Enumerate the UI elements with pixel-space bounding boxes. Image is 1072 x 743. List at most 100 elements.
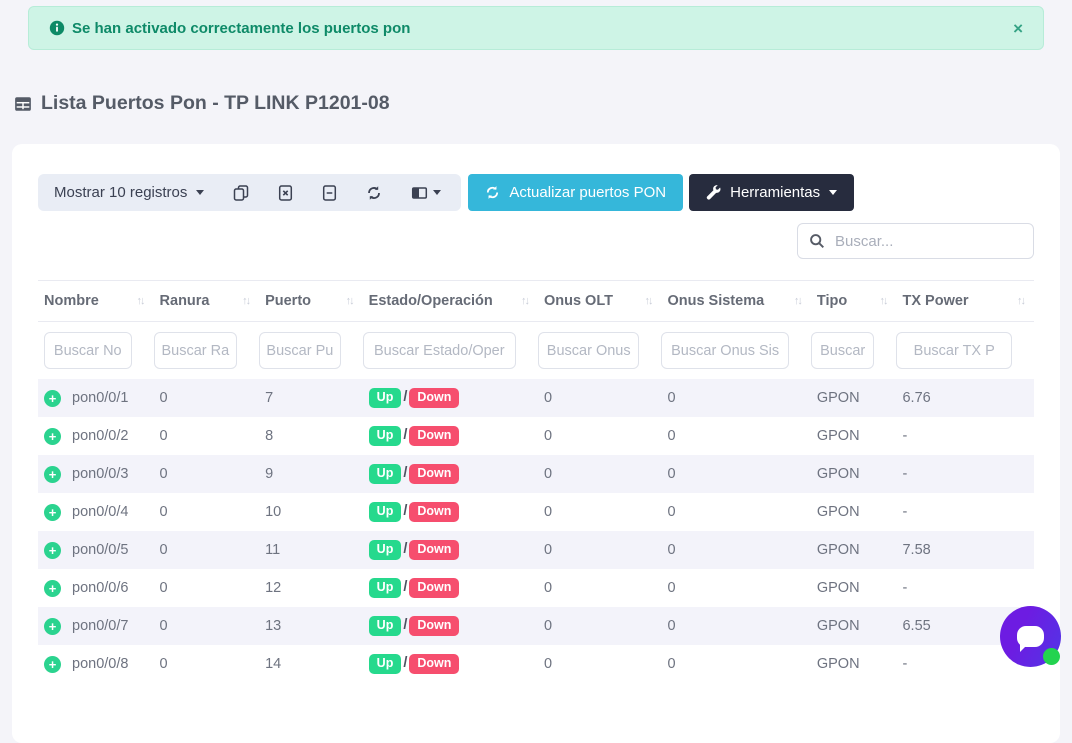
estado-up-badge[interactable]: Up: [368, 615, 402, 637]
ranura-value: 0: [159, 466, 168, 482]
actualizar-puertos-pon-button[interactable]: Actualizar puertos PON: [468, 174, 684, 211]
puerto-value: 11: [265, 542, 281, 558]
column-filter-input-6[interactable]: [661, 332, 789, 369]
column-filter-input-2[interactable]: [153, 332, 238, 369]
badge-separator: /: [403, 503, 408, 520]
filter-cell: [362, 322, 538, 380]
column-header-7[interactable]: Tipo ↑↓: [810, 280, 897, 322]
estado-up-badge[interactable]: Up: [368, 539, 402, 561]
badge-separator: /: [403, 427, 408, 444]
expand-row-icon[interactable]: +: [44, 465, 61, 483]
port-name: pon0/0/6: [72, 580, 129, 596]
port-name: pon0/0/5: [72, 542, 129, 558]
onus-olt-value: 0: [543, 428, 553, 444]
column-label: TX Power: [902, 293, 969, 309]
file-icon[interactable]: [322, 184, 337, 201]
tipo-value: GPON: [816, 656, 860, 672]
sort-icon[interactable]: ↑↓: [793, 295, 803, 307]
column-header-5[interactable]: Onus OLT ↑↓: [537, 280, 662, 322]
column-filter-input-1[interactable]: [44, 332, 132, 369]
estado-down-badge[interactable]: Down: [409, 425, 460, 447]
estado-down-badge[interactable]: Down: [409, 615, 460, 637]
table-icon: [14, 95, 32, 113]
refresh-icon[interactable]: [366, 185, 382, 201]
tipo-value: GPON: [816, 542, 860, 558]
chat-widget-button[interactable]: [1000, 606, 1061, 667]
expand-row-icon[interactable]: +: [44, 655, 61, 673]
refresh-icon: [487, 186, 499, 199]
alert-close-button[interactable]: ×: [1013, 18, 1023, 38]
column-filter-input-4[interactable]: [362, 332, 516, 369]
estado-down-badge[interactable]: Down: [409, 463, 460, 485]
puerto-value: 8: [265, 428, 274, 444]
sort-icon[interactable]: ↑↓: [879, 295, 888, 307]
filter-cell: [810, 322, 897, 380]
expand-row-icon[interactable]: +: [44, 579, 61, 597]
expand-row-icon[interactable]: +: [44, 503, 61, 521]
port-name: pon0/0/4: [72, 504, 129, 520]
tx-power-value: 7.58: [902, 542, 931, 558]
info-circle-icon: [49, 20, 65, 36]
estado-up-badge[interactable]: Up: [368, 653, 402, 675]
chevron-down-icon: [196, 190, 205, 195]
entries-length-label: Mostrar 10 registros: [54, 184, 188, 201]
estado-down-badge[interactable]: Down: [409, 501, 460, 523]
expand-row-icon[interactable]: +: [44, 617, 61, 635]
estado-up-badge[interactable]: Up: [368, 387, 402, 409]
tx-power-value: 6.76: [902, 390, 931, 406]
column-header-3[interactable]: Puerto ↑↓: [259, 280, 363, 322]
tx-power-value: 6.55: [902, 618, 931, 634]
filter-cell: [896, 322, 1034, 380]
puerto-value: 12: [265, 580, 282, 596]
column-visibility-icon[interactable]: [411, 185, 442, 201]
column-header-6[interactable]: Onus Sistema ↑↓: [661, 280, 811, 322]
ranura-value: 0: [159, 618, 168, 634]
column-header-1[interactable]: Nombre ↑↓: [38, 280, 154, 322]
column-header-4[interactable]: Estado/Operación ↑↓: [362, 280, 538, 322]
estado-up-badge[interactable]: Up: [368, 425, 402, 447]
tipo-value: GPON: [816, 580, 860, 596]
column-filter-input-5[interactable]: [537, 332, 640, 369]
estado-up-badge[interactable]: Up: [368, 577, 402, 599]
estado-down-badge[interactable]: Down: [409, 653, 460, 675]
excel-icon[interactable]: [278, 184, 293, 201]
copy-icon[interactable]: [233, 184, 249, 201]
column-filter-input-7[interactable]: [810, 332, 875, 369]
sort-icon[interactable]: ↑↓: [136, 295, 146, 307]
table-row: + pon0/0/6 0 12 Up / Down 0 0 GPON -: [38, 569, 1034, 607]
sort-icon[interactable]: ↑↓: [345, 295, 355, 307]
estado-down-badge[interactable]: Down: [409, 539, 460, 561]
entries-length-select[interactable]: Mostrar 10 registros: [54, 184, 205, 201]
column-filter-input-8[interactable]: [896, 332, 1012, 369]
tx-power-value: -: [902, 580, 908, 596]
search-icon: [809, 233, 825, 249]
search-input[interactable]: [835, 232, 1034, 250]
ranura-value: 0: [159, 580, 168, 596]
puerto-value: 14: [265, 656, 282, 672]
estado-down-badge[interactable]: Down: [409, 577, 460, 599]
estado-cell: Up / Down: [363, 569, 538, 607]
ranura-value: 0: [159, 428, 168, 444]
column-filter-input-3[interactable]: [259, 332, 341, 369]
online-status-dot: [1043, 648, 1060, 665]
onus-olt-value: 0: [543, 542, 553, 558]
puerto-value: 10: [265, 504, 282, 520]
expand-row-icon[interactable]: +: [44, 427, 61, 445]
column-header-8[interactable]: TX Power ↑↓: [896, 280, 1034, 322]
search-box: [797, 223, 1034, 259]
onus-sistema-value: 0: [667, 542, 676, 558]
column-header-2[interactable]: Ranura ↑↓: [153, 280, 260, 322]
estado-up-badge[interactable]: Up: [368, 501, 402, 523]
estado-up-badge[interactable]: Up: [368, 463, 402, 485]
herramientas-button[interactable]: Herramientas: [689, 174, 855, 211]
page-title-text: Lista Puertos Pon - TP LINK P1201-08: [41, 92, 390, 114]
tipo-value: GPON: [816, 618, 860, 634]
sort-icon[interactable]: ↑↓: [520, 295, 530, 307]
estado-cell: Up / Down: [363, 531, 538, 569]
expand-row-icon[interactable]: +: [44, 389, 61, 407]
sort-icon[interactable]: ↑↓: [242, 295, 251, 307]
sort-icon[interactable]: ↑↓: [1017, 295, 1026, 307]
expand-row-icon[interactable]: +: [44, 541, 61, 559]
estado-down-badge[interactable]: Down: [409, 387, 460, 409]
sort-icon[interactable]: ↑↓: [644, 295, 653, 307]
